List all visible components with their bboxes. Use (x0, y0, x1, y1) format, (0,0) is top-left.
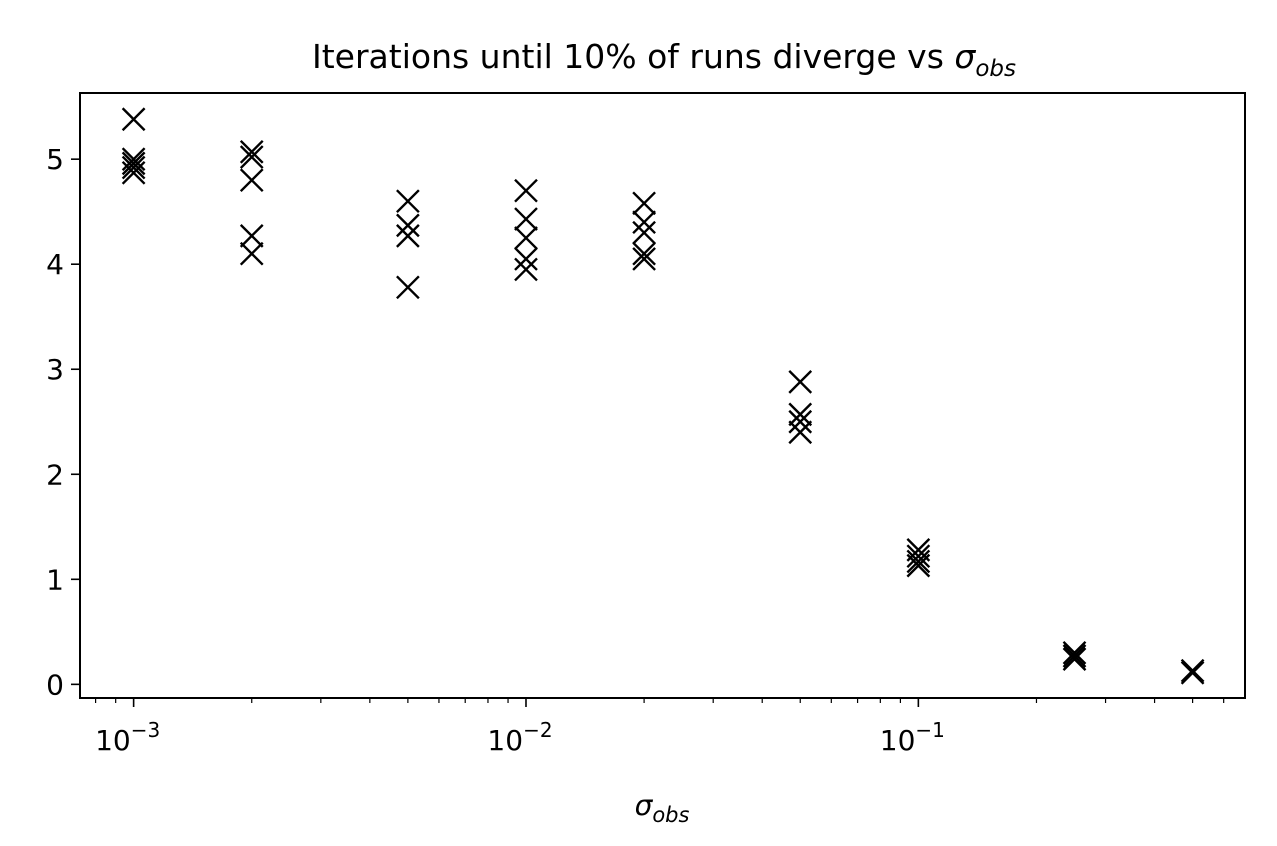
data-point-marker (906, 553, 931, 578)
data-markers (121, 107, 1205, 685)
data-point-marker (1062, 640, 1087, 665)
y-tick-label: 5 (46, 143, 64, 176)
data-point-marker (396, 213, 420, 238)
data-point-marker (1180, 660, 1205, 685)
data-point-marker (1062, 647, 1087, 671)
data-point-marker (514, 178, 538, 203)
chart-title-symbol: σ (954, 37, 976, 76)
data-point-marker (239, 168, 264, 193)
data-point-marker (632, 241, 656, 266)
x-tick-label: 10−2 (487, 718, 552, 757)
data-point-marker (396, 275, 420, 300)
data-point-marker (632, 220, 656, 245)
plot-frame (79, 92, 1246, 699)
data-point-marker (514, 226, 538, 250)
data-point-marker (788, 409, 813, 434)
x-axis-label-symbol-sub: obs (652, 803, 689, 827)
chart-title-text: Iterations until 10% of runs diverge vs (312, 37, 944, 76)
data-point-marker (239, 241, 264, 266)
data-point-marker (632, 210, 656, 235)
data-point-marker (906, 544, 931, 569)
y-tick-label: 4 (46, 248, 64, 281)
data-point-marker (121, 151, 146, 176)
data-point-marker (396, 223, 420, 248)
data-point-marker (121, 155, 146, 180)
data-point-marker (514, 207, 538, 231)
chart-title-symbol-sub: obs (975, 56, 1016, 82)
y-tick-label: 0 (46, 668, 64, 701)
data-point-marker (396, 189, 420, 214)
y-axis-ticks: 0 1 2 3 4 5 (46, 143, 80, 701)
data-point-marker (1062, 644, 1087, 668)
data-point-marker (1180, 658, 1205, 683)
x-axis-label-symbol: σ (635, 789, 654, 822)
data-point-marker (632, 191, 656, 216)
data-point-marker (239, 223, 264, 248)
data-point-marker (239, 139, 264, 164)
data-point-marker (906, 549, 931, 574)
data-point-marker (514, 247, 538, 271)
data-point-marker (514, 257, 538, 282)
data-point-marker (121, 107, 146, 132)
data-point-marker (788, 402, 813, 427)
y-tick-label: 1 (46, 563, 64, 596)
x-axis-ticks: 10−3 10−2 10−1 (95, 698, 1225, 757)
x-tick-label: 10−3 (95, 718, 160, 757)
data-point-marker (632, 247, 656, 271)
x-axis-label: σobs (635, 789, 690, 827)
y-tick-label: 2 (46, 458, 64, 491)
data-point-marker (121, 160, 146, 185)
data-point-marker (239, 145, 264, 169)
y-tick-label: 3 (46, 353, 64, 386)
data-point-marker (788, 369, 813, 394)
data-point-marker (788, 420, 813, 445)
chart-title: Iterations until 10% of runs diverge vs … (312, 37, 1016, 82)
plot-area (80, 93, 1245, 698)
x-tick-label: 10−1 (880, 718, 945, 757)
